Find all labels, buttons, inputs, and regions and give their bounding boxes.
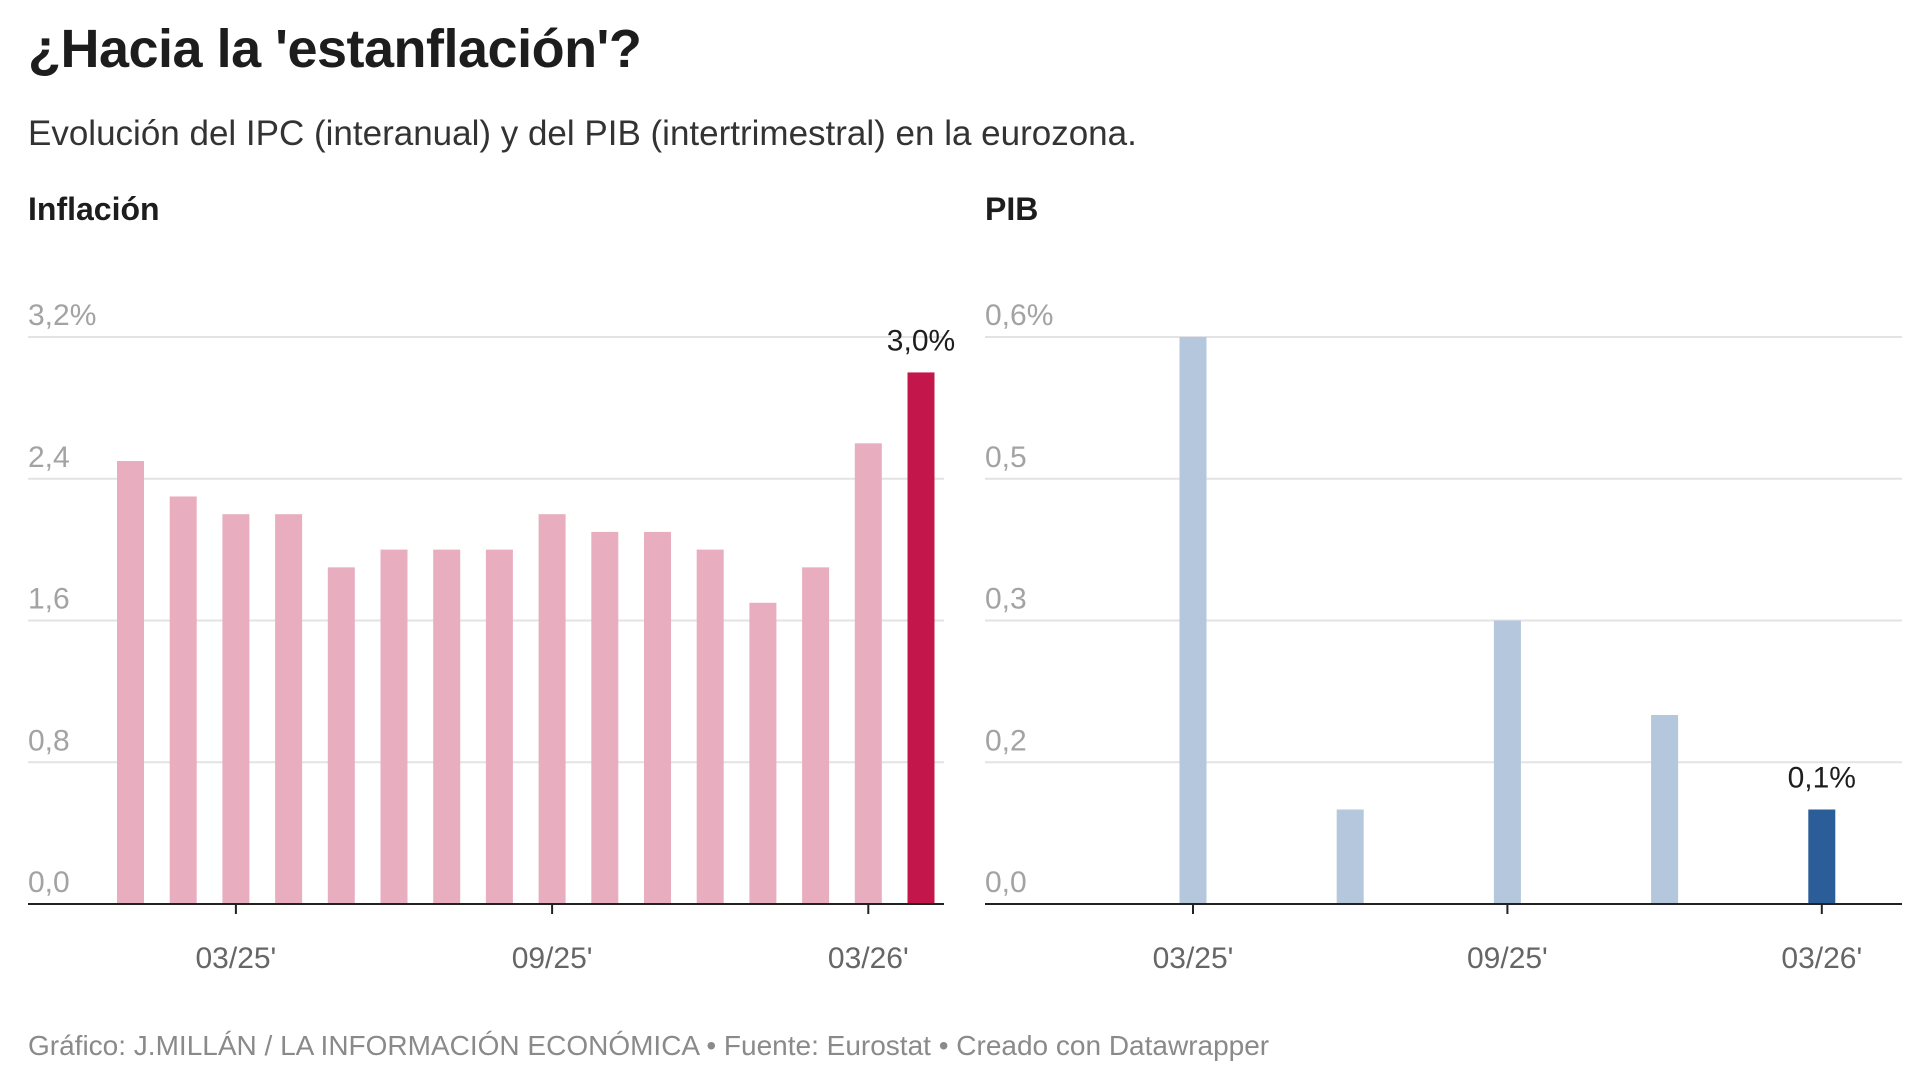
bar-02-25 — [169, 496, 197, 904]
bar-12-25 — [696, 549, 724, 904]
data-label: 0,1% — [1788, 762, 1856, 795]
y-tick-label: 0,2 — [985, 724, 1027, 757]
chart-subtitle: Evolución del IPC (interanual) y del PIB… — [28, 114, 1137, 153]
bar-09-25 — [1493, 620, 1521, 904]
x-tick-label: 03/26' — [828, 942, 909, 975]
bar-06-25 — [380, 549, 408, 904]
bar-06-25 — [1336, 809, 1364, 904]
bar-03-26 — [854, 443, 882, 904]
x-tick-label: 03/25' — [195, 942, 276, 975]
x-tick-label: 09/25' — [1467, 942, 1548, 975]
y-tick-label: 3,2% — [28, 299, 96, 332]
x-tick-label: 03/26' — [1781, 942, 1862, 975]
bar-10-25 — [591, 531, 619, 904]
y-tick-label: 0,6% — [985, 299, 1053, 332]
chart-title: ¿Hacia la 'estanflación'? — [28, 19, 642, 79]
y-tick-label: 0,5 — [985, 441, 1027, 474]
bar-03-26 — [1808, 809, 1836, 904]
bar-01-26 — [749, 602, 777, 904]
panel-title-inflacion: Inflación — [28, 191, 160, 227]
y-tick-label: 2,4 — [28, 441, 70, 474]
source-footer: Gráfico: J.MILLÁN / LA INFORMACIÓN ECONÓ… — [28, 1030, 1270, 1061]
bar-03-25 — [1179, 337, 1207, 904]
bar-03-25 — [222, 514, 250, 904]
bar-04-25 — [275, 514, 303, 904]
bar-04-26 — [907, 372, 935, 904]
data-label: 3,0% — [887, 324, 955, 357]
x-tick-label: 03/25' — [1153, 942, 1234, 975]
bar-07-25 — [433, 549, 461, 904]
bar-12-25 — [1651, 715, 1679, 904]
inflation-chart: 0,0 0,8 1,6 2,4 3,2% 3,0% 03/25' 09/25' 03/26' — [28, 299, 955, 975]
gdp-chart: 0,0 0,2 0,3 0,5 0,6% 0,1% 03/25' 09/25' 03/26' — [985, 299, 1902, 975]
bar-02-26 — [802, 567, 830, 904]
panel-title-pib: PIB — [985, 191, 1038, 227]
bar-01-25 — [117, 461, 144, 904]
x-tick-label: 09/25' — [512, 942, 593, 975]
y-tick-label: 0,8 — [28, 724, 70, 757]
y-tick-label: 0,0 — [985, 866, 1027, 899]
bar-08-25 — [485, 549, 513, 904]
y-tick-label: 0,3 — [985, 583, 1027, 616]
y-tick-label: 1,6 — [28, 583, 70, 616]
bar-11-25 — [644, 531, 671, 904]
bar-09-25 — [538, 514, 566, 904]
bar-05-25 — [327, 567, 355, 904]
y-tick-label: 0,0 — [28, 866, 70, 899]
